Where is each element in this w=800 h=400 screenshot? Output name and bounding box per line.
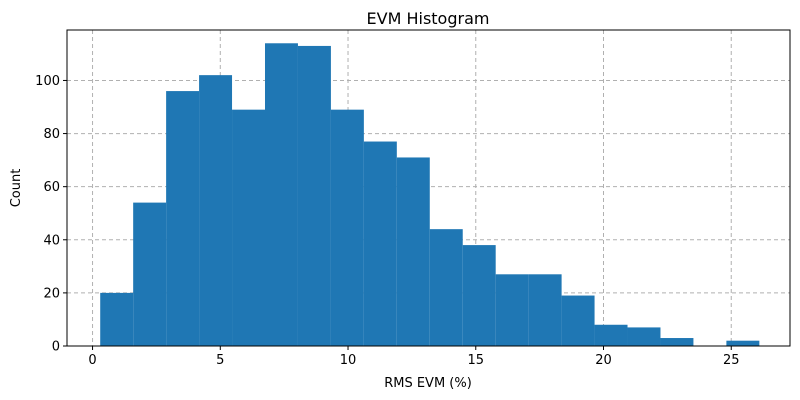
- histogram-bar: [330, 109, 364, 346]
- histogram-bar: [462, 245, 496, 346]
- x-axis-ticks: 0 5 10 15 20 25: [88, 346, 740, 368]
- histogram-bar: [561, 295, 595, 346]
- histogram-bar: [627, 327, 661, 346]
- histogram-bar: [660, 338, 694, 346]
- y-tick-label: 80: [43, 127, 60, 142]
- y-tick-label: 20: [43, 286, 60, 301]
- histogram-bar: [495, 274, 529, 346]
- chart-title: EVM Histogram: [367, 9, 490, 28]
- histogram-bar: [726, 340, 760, 346]
- histogram-bar: [100, 292, 134, 346]
- x-tick-label: 0: [88, 353, 96, 368]
- histogram-bar: [232, 109, 265, 346]
- y-tick-label: 100: [35, 74, 60, 89]
- histogram-bar: [429, 229, 463, 346]
- histogram-bar: [363, 141, 397, 346]
- y-tick-label: 0: [52, 340, 60, 355]
- histogram-bar: [166, 91, 200, 347]
- x-tick-label: 20: [595, 353, 612, 368]
- x-tick-label: 25: [723, 353, 740, 368]
- histogram-bars: [100, 43, 760, 347]
- histogram-bar: [594, 324, 628, 346]
- histogram-bar: [297, 45, 331, 347]
- histogram-bar: [199, 75, 233, 347]
- y-tick-label: 40: [43, 233, 60, 248]
- histogram-bar: [133, 202, 167, 346]
- histogram-bar: [528, 274, 562, 346]
- y-axis-ticks: 0 20 40 60 80 100: [35, 74, 67, 355]
- x-axis-title: RMS EVM (%): [384, 376, 472, 391]
- x-tick-label: 10: [340, 353, 357, 368]
- x-tick-label: 5: [216, 353, 224, 368]
- histogram-bar: [264, 43, 298, 346]
- x-tick-label: 15: [467, 353, 484, 368]
- y-tick-label: 60: [43, 180, 60, 195]
- y-axis-title: Count: [9, 169, 24, 208]
- plot-frame: [66, 29, 791, 347]
- histogram-bar: [396, 157, 430, 346]
